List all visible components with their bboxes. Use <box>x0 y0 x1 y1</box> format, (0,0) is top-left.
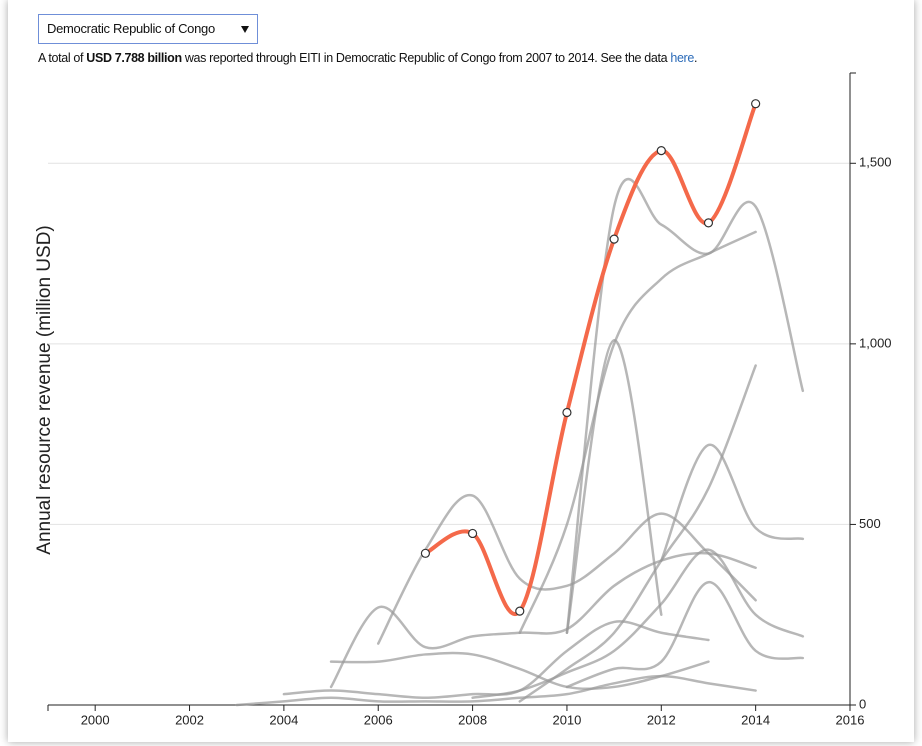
dropdown-label[interactable]: Democratic Republic of Congo <box>47 21 215 36</box>
x-tick-label: 2012 <box>647 712 676 727</box>
y-tick-label: 1,500 <box>859 155 892 170</box>
data-link[interactable]: here <box>670 51 694 65</box>
highlight-line <box>423 101 758 616</box>
summary-amount: USD 7.788 billion <box>86 51 182 65</box>
data-point <box>609 234 619 244</box>
summary-end: . <box>693 51 698 65</box>
data-point <box>562 407 572 418</box>
x-tick-label: 2006 <box>364 712 393 727</box>
y-axis-label: Annual resource revenue (million USD) <box>34 225 55 554</box>
x-tick-label: 2002 <box>175 712 204 727</box>
summary-start: A total of <box>38 51 84 65</box>
x-tick-label: 2008 <box>458 712 487 727</box>
x-tick-label: 2016 <box>836 712 865 727</box>
data-point <box>656 146 666 156</box>
country-dropdown[interactable]: Democratic Republic of Congo <box>38 14 258 44</box>
frame: Democratic Republic of Congo A total of … <box>8 0 914 742</box>
country-line <box>518 230 757 635</box>
country-line <box>471 548 805 700</box>
summary-middle: was reported through EITI in Democratic … <box>184 51 668 65</box>
country-line <box>329 551 757 689</box>
data-point <box>467 528 478 539</box>
country-line <box>565 338 663 635</box>
country-line <box>565 580 805 689</box>
summary-text: A total of USD 7.788 billion was reporte… <box>38 51 697 65</box>
data-point <box>703 218 714 228</box>
country-line <box>235 674 757 707</box>
country-line <box>660 443 805 562</box>
country-line <box>329 651 710 690</box>
x-tick-label: 2000 <box>81 712 110 727</box>
data-point <box>515 606 525 616</box>
country-line <box>565 177 805 635</box>
country-line <box>518 364 757 703</box>
y-tick-label: 500 <box>859 516 881 531</box>
x-tick-label: 2014 <box>741 712 770 727</box>
country-line <box>376 493 757 645</box>
x-tick-label: 2010 <box>552 712 581 727</box>
dropdown-arrow[interactable] <box>241 26 249 33</box>
y-tick-label: 0 <box>859 696 866 711</box>
x-tick-label: 2004 <box>269 712 298 727</box>
data-point <box>751 99 761 109</box>
y-tick-label: 1,000 <box>859 335 892 350</box>
data-point <box>420 548 431 558</box>
